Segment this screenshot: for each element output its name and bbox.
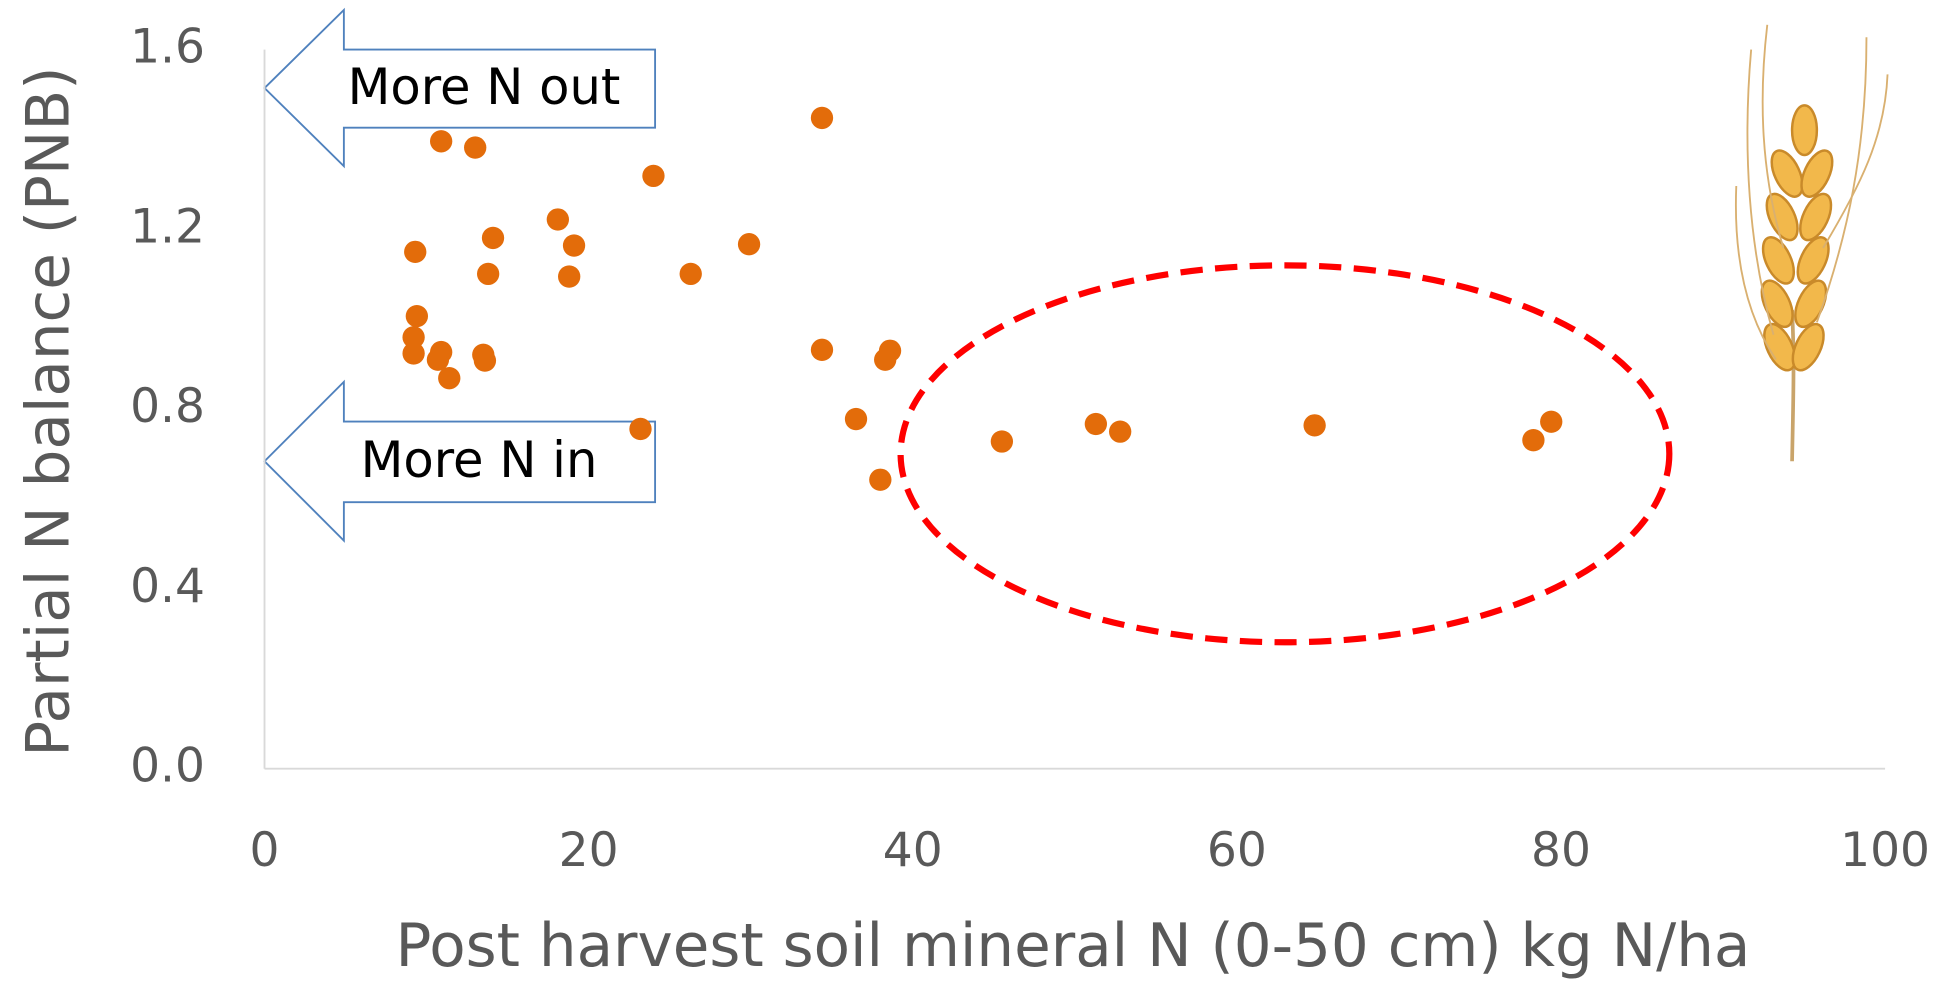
point xyxy=(642,165,664,187)
point xyxy=(438,367,460,389)
annotation: More N out xyxy=(348,58,621,116)
x-tick-label: 0 xyxy=(250,823,280,878)
x-tick-label: 80 xyxy=(1531,823,1591,878)
point xyxy=(482,227,504,249)
wheat-icon xyxy=(1736,25,1888,461)
highlight-ellipse xyxy=(901,265,1670,642)
x-tick-label: 40 xyxy=(883,823,943,878)
point xyxy=(474,349,496,371)
point xyxy=(874,349,896,371)
point xyxy=(991,430,1013,452)
point xyxy=(811,339,833,361)
point xyxy=(1540,411,1562,433)
x-tick-label: 20 xyxy=(559,823,619,878)
page: {"chart_data": {"type": "scatter", "xlab… xyxy=(0,0,1945,982)
y-tick-label: 0.0 xyxy=(130,739,205,794)
y-tick-label: 1.2 xyxy=(130,199,205,254)
point xyxy=(680,263,702,285)
point xyxy=(563,234,585,256)
x-tick-label: 100 xyxy=(1840,823,1930,878)
point xyxy=(629,418,651,440)
point xyxy=(547,208,569,230)
point xyxy=(1085,413,1107,435)
point xyxy=(427,349,449,371)
point xyxy=(1303,414,1325,436)
point xyxy=(402,342,424,364)
chart: More N out More N in Post harvest soil m… xyxy=(0,0,1945,982)
y-tick-label: 0.8 xyxy=(130,379,205,434)
y-tick-label: 0.4 xyxy=(130,559,205,614)
point xyxy=(845,408,867,430)
point xyxy=(406,305,428,327)
point xyxy=(430,130,452,152)
point xyxy=(558,265,580,287)
point xyxy=(738,233,760,255)
y-axis-title: Partial N balance (PNB) xyxy=(15,67,84,757)
point xyxy=(464,136,486,158)
point xyxy=(477,263,499,285)
point xyxy=(404,241,426,263)
x-tick-label: 60 xyxy=(1207,823,1267,878)
annotation: More N in xyxy=(361,431,598,489)
point xyxy=(869,469,891,491)
y-tick-label: 1.6 xyxy=(130,20,205,75)
x-axis-title: Post harvest soil mineral N (0-50 cm) kg… xyxy=(395,912,1750,981)
point xyxy=(1109,420,1131,442)
point xyxy=(811,107,833,129)
point xyxy=(1522,429,1544,451)
